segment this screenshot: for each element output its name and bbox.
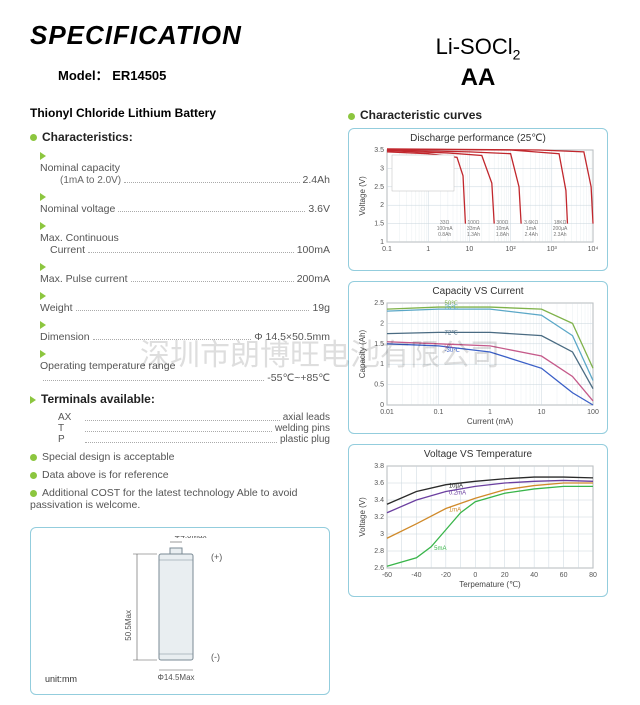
svg-text:3.6: 3.6: [374, 480, 384, 487]
svg-text:3.5: 3.5: [374, 147, 384, 154]
svg-text:3.4: 3.4: [374, 497, 384, 504]
svg-text:Φ4.0Max: Φ4.0Max: [174, 536, 207, 540]
svg-text:0.5: 0.5: [374, 382, 384, 389]
svg-text:1mA: 1mA: [449, 508, 461, 514]
terminals-list: AXaxial leadsTwelding pinsPplastic plug: [30, 412, 330, 445]
chart1-box: Discharge performance (25℃) 1 1.5 2 2.5 3 3.5…: [348, 128, 608, 271]
characteristics-list: Nominal capacity(1mA to 2.0V)2.4AhNomina…: [30, 150, 330, 384]
svg-text:Terpemature (℃): Terpemature (℃): [459, 580, 521, 589]
svg-text:-60: -60: [382, 572, 392, 579]
svg-text:1.5: 1.5: [374, 341, 384, 348]
svg-text:0.1: 0.1: [434, 409, 444, 416]
svg-text:72℃: 72℃: [445, 331, 459, 337]
svg-text:0.8Ah: 0.8Ah: [438, 232, 451, 238]
dimension-drawing: Φ4.0Max(+)(-)50.5MaxΦ14.5Maxunit:mm: [39, 536, 319, 686]
model-label: Model：: [58, 68, 109, 83]
svg-text:1: 1: [380, 239, 384, 246]
svg-text:1: 1: [380, 362, 384, 369]
svg-text:(+): (+): [211, 552, 222, 562]
characteristics-heading: Characteristics:: [30, 130, 330, 144]
spec-title: SPECIFICATION: [30, 20, 330, 51]
terminals-heading: Terminals available:: [30, 392, 330, 406]
chart3-title: Voltage VS Temperature: [355, 449, 601, 460]
model-line: Model： ER14505: [58, 65, 330, 84]
svg-text:-30℃: -30℃: [445, 348, 461, 354]
svg-text:0: 0: [380, 402, 384, 409]
chart2-box: Capacity VS Current 0 0.5 1 1.5 2 2.5 0.01 0.1 1…: [348, 281, 608, 434]
svg-text:1: 1: [488, 409, 492, 416]
chart2: 0 0.5 1 1.5 2 2.5 0.01 0.1 1 10 100 Capacity (Ah) Cu…: [355, 299, 599, 427]
svg-text:25℃: 25℃: [445, 306, 459, 312]
svg-text:2.6: 2.6: [374, 565, 384, 572]
svg-text:Current (mA): Current (mA): [467, 417, 514, 426]
chart2-title: Capacity VS Current: [355, 286, 601, 297]
svg-text:2.3Ah: 2.3Ah: [554, 232, 567, 238]
svg-text:0: 0: [473, 572, 477, 579]
svg-text:10: 10: [466, 246, 474, 253]
chemistry-label: Li-SOCl2: [348, 34, 608, 62]
form-factor: AA: [348, 64, 608, 92]
svg-text:3.8: 3.8: [374, 463, 384, 470]
svg-text:1.5: 1.5: [374, 221, 384, 228]
svg-text:1.3Ah: 1.3Ah: [467, 232, 480, 238]
svg-text:20: 20: [501, 572, 509, 579]
svg-text:100: 100: [587, 409, 599, 416]
svg-text:10³: 10³: [547, 246, 558, 253]
product-subheading: Thionyl Chloride Lithium Battery: [30, 106, 330, 120]
svg-text:0.1: 0.1: [382, 246, 392, 253]
svg-text:2.5: 2.5: [374, 184, 384, 191]
svg-text:2.4Ah: 2.4Ah: [525, 232, 538, 238]
svg-text:5mA: 5mA: [434, 546, 446, 552]
svg-text:10µA: 10µA: [449, 484, 463, 490]
model-value: ER14505: [112, 68, 166, 83]
svg-text:Φ14.5Max: Φ14.5Max: [157, 673, 194, 682]
svg-text:0.2mA: 0.2mA: [449, 491, 466, 497]
svg-text:80: 80: [589, 572, 597, 579]
svg-text:60: 60: [560, 572, 568, 579]
svg-text:Voltage (V): Voltage (V): [358, 176, 367, 216]
svg-text:Capacity (Ah): Capacity (Ah): [358, 330, 367, 379]
svg-text:-20: -20: [441, 572, 451, 579]
svg-text:2.5: 2.5: [374, 300, 384, 307]
svg-text:10⁴: 10⁴: [588, 246, 599, 253]
svg-text:Voltage (V): Voltage (V): [358, 497, 367, 537]
svg-text:10²: 10²: [506, 246, 517, 253]
curves-heading: Characteristic curves: [348, 108, 608, 122]
svg-text:1: 1: [426, 246, 430, 253]
svg-text:3.2: 3.2: [374, 514, 384, 521]
svg-text:40: 40: [530, 572, 538, 579]
svg-text:2.8: 2.8: [374, 548, 384, 555]
svg-text:-40: -40: [411, 572, 421, 579]
svg-text:10: 10: [538, 409, 546, 416]
svg-text:3: 3: [380, 531, 384, 538]
chart3: 2.6 2.8 3 3.2 3.4 3.6 3.8 -60 -40 -20 0 20 40 60 80 Vol…: [355, 462, 599, 590]
dimension-drawing-box: Φ4.0Max(+)(-)50.5MaxΦ14.5Maxunit:mm: [30, 527, 330, 695]
notes-list: Special design is acceptableData above i…: [30, 451, 330, 511]
svg-text:(-): (-): [211, 652, 220, 662]
svg-text:0.01: 0.01: [380, 409, 394, 416]
chart3-box: Voltage VS Temperature 2.6 2.8 3 3.2 3.4 3.6 3…: [348, 444, 608, 597]
chart1: 11.522.533.50.111010²10³10⁴Voltage (V)33…: [355, 146, 599, 264]
svg-text:3: 3: [380, 166, 384, 173]
svg-text:50.5Max: 50.5Max: [124, 610, 133, 641]
chart1-title: Discharge performance (25℃): [355, 133, 601, 144]
svg-text:2: 2: [380, 203, 384, 210]
svg-text:1.8Ah: 1.8Ah: [496, 232, 509, 238]
svg-text:2: 2: [380, 321, 384, 328]
